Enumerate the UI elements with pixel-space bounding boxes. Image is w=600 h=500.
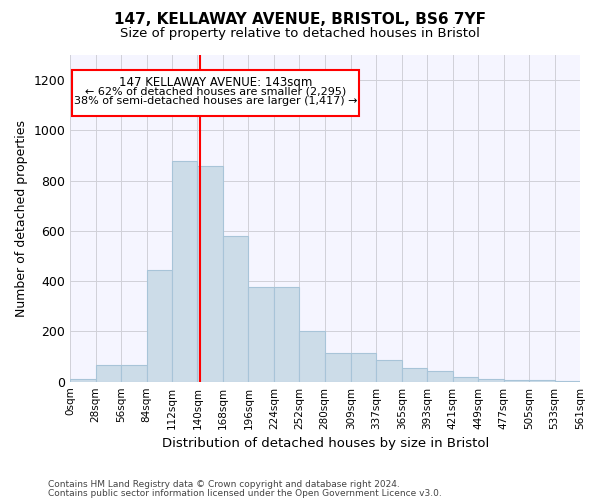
Bar	[351, 353, 376, 382]
Text: Size of property relative to detached houses in Bristol: Size of property relative to detached ho…	[120, 28, 480, 40]
X-axis label: Distribution of detached houses by size in Bristol: Distribution of detached houses by size …	[161, 437, 489, 450]
Text: 147 KELLAWAY AVENUE: 143sqm: 147 KELLAWAY AVENUE: 143sqm	[119, 76, 313, 90]
Bar	[478, 379, 503, 382]
Bar	[96, 366, 121, 382]
FancyBboxPatch shape	[72, 70, 359, 116]
Bar	[197, 166, 223, 382]
Bar	[146, 270, 172, 382]
Bar	[529, 380, 554, 382]
Bar	[299, 332, 325, 382]
Text: Contains HM Land Registry data © Crown copyright and database right 2024.: Contains HM Land Registry data © Crown c…	[48, 480, 400, 489]
Bar	[402, 368, 427, 382]
Text: 38% of semi-detached houses are larger (1,417) →: 38% of semi-detached houses are larger (…	[74, 96, 358, 106]
Bar	[121, 366, 146, 382]
Text: Contains public sector information licensed under the Open Government Licence v3: Contains public sector information licen…	[48, 490, 442, 498]
Bar	[554, 381, 580, 382]
Bar	[325, 353, 351, 382]
Bar	[70, 378, 96, 382]
Bar	[427, 371, 453, 382]
Y-axis label: Number of detached properties: Number of detached properties	[15, 120, 28, 317]
Bar	[223, 236, 248, 382]
Bar	[274, 288, 299, 382]
Text: ← 62% of detached houses are smaller (2,295): ← 62% of detached houses are smaller (2,…	[85, 86, 346, 97]
Bar	[503, 380, 529, 382]
Bar	[248, 288, 274, 382]
Bar	[172, 160, 197, 382]
Text: 147, KELLAWAY AVENUE, BRISTOL, BS6 7YF: 147, KELLAWAY AVENUE, BRISTOL, BS6 7YF	[114, 12, 486, 28]
Bar	[453, 376, 478, 382]
Bar	[376, 360, 402, 382]
